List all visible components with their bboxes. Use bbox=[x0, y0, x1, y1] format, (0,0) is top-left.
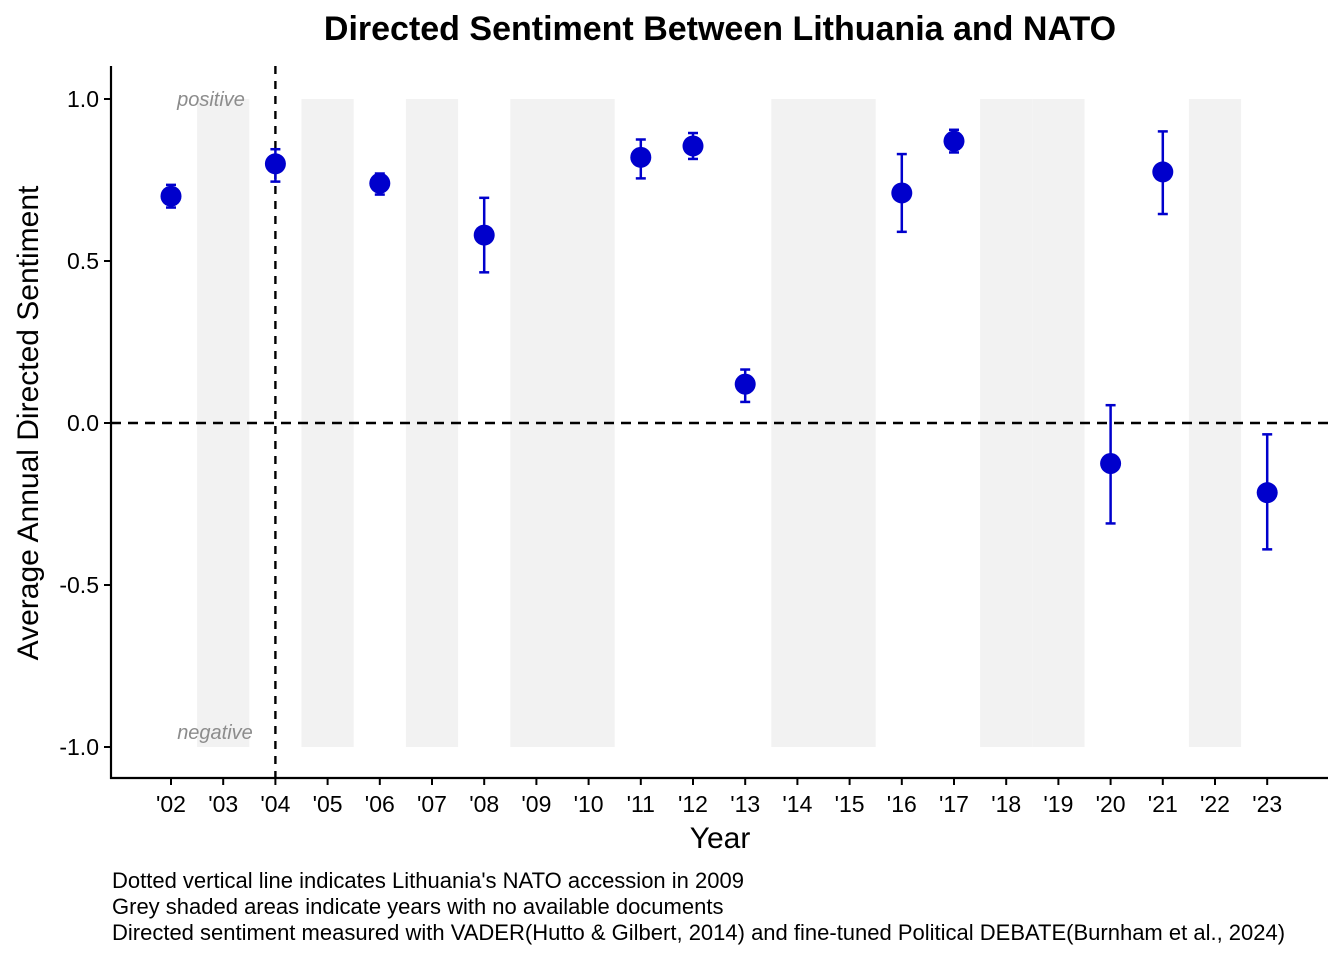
caption-line-2: Grey shaded areas indicate years with no… bbox=[112, 894, 723, 919]
x-axis-title: Year bbox=[690, 822, 751, 855]
y-axis-title: Average Annual Directed Sentiment bbox=[12, 185, 45, 660]
shade-band-18 bbox=[980, 99, 1033, 747]
data-point-16 bbox=[891, 152, 913, 234]
x-tick-label: '15 bbox=[835, 791, 865, 817]
x-tick-label: '09 bbox=[521, 791, 551, 817]
x-tick-label: '13 bbox=[730, 791, 760, 817]
data-point-13 bbox=[734, 368, 756, 404]
data-point-12 bbox=[682, 131, 704, 161]
x-tick-label: '07 bbox=[417, 791, 447, 817]
point-marker bbox=[630, 146, 652, 168]
data-point-02 bbox=[160, 183, 182, 209]
data-point-23 bbox=[1256, 433, 1278, 551]
x-tick-label: '21 bbox=[1148, 791, 1178, 817]
x-tick-label: '08 bbox=[469, 791, 499, 817]
point-marker bbox=[1256, 482, 1278, 504]
y-tick-label: 0.0 bbox=[67, 410, 99, 436]
x-tick-label: '19 bbox=[1043, 791, 1073, 817]
data-point-20 bbox=[1100, 403, 1122, 525]
chart-title: Directed Sentiment Between Lithuania and… bbox=[324, 10, 1116, 48]
x-tick-label: '18 bbox=[991, 791, 1021, 817]
x-tick-label: '23 bbox=[1252, 791, 1282, 817]
data-points bbox=[160, 128, 1278, 551]
x-tick-label: '02 bbox=[156, 791, 186, 817]
y-tick-label: -1.0 bbox=[59, 734, 99, 760]
y-tick-label: 1.0 bbox=[67, 86, 99, 112]
point-marker bbox=[160, 185, 182, 207]
positive-annotation: positive bbox=[176, 89, 245, 111]
y-axis-ticks: -1.0 -0.5 0.0 0.5 1.0 bbox=[59, 86, 111, 760]
x-tick-label: '05 bbox=[313, 791, 343, 817]
point-marker bbox=[1100, 453, 1122, 474]
x-tick-label: '10 bbox=[574, 791, 604, 817]
x-tick-label: '03 bbox=[208, 791, 238, 817]
point-marker bbox=[264, 153, 286, 175]
data-point-04 bbox=[264, 147, 286, 183]
data-point-11 bbox=[630, 138, 652, 180]
x-axis-ticks: '02 '03 '04 '05 '06 '07 '08 '09 '10 '11 '12 '13 '14 '… bbox=[156, 778, 1282, 817]
shade-band-22 bbox=[1188, 99, 1242, 747]
x-tick-label: '11 bbox=[627, 791, 655, 817]
x-tick-label: '12 bbox=[678, 791, 708, 817]
data-point-17 bbox=[943, 128, 965, 154]
point-marker bbox=[1152, 161, 1174, 183]
x-tick-label: '06 bbox=[365, 791, 395, 817]
point-marker bbox=[369, 172, 391, 194]
point-marker bbox=[943, 130, 965, 152]
data-point-08 bbox=[473, 196, 495, 274]
x-tick-label: '14 bbox=[782, 791, 812, 817]
x-tick-label: '22 bbox=[1200, 791, 1230, 817]
x-tick-label: '20 bbox=[1096, 791, 1126, 817]
caption-line-1: Dotted vertical line indicates Lithuania… bbox=[112, 868, 744, 893]
shade-band-07 bbox=[405, 99, 459, 747]
x-tick-label: '17 bbox=[939, 791, 969, 817]
y-tick-label: 0.5 bbox=[67, 248, 99, 274]
data-point-21 bbox=[1152, 130, 1174, 216]
point-marker bbox=[682, 135, 704, 157]
x-tick-label: '16 bbox=[887, 791, 917, 817]
point-marker bbox=[891, 182, 913, 204]
negative-annotation: negative bbox=[177, 722, 253, 744]
shade-band-19 bbox=[1032, 99, 1085, 747]
y-tick-label: -0.5 bbox=[59, 572, 99, 598]
shade-band-05 bbox=[301, 99, 354, 747]
point-marker bbox=[473, 224, 495, 246]
point-marker bbox=[734, 373, 756, 395]
caption-line-3: Directed sentiment measured with VADER(H… bbox=[112, 920, 1285, 945]
data-point-06 bbox=[369, 172, 391, 196]
x-tick-label: '04 bbox=[260, 791, 290, 817]
